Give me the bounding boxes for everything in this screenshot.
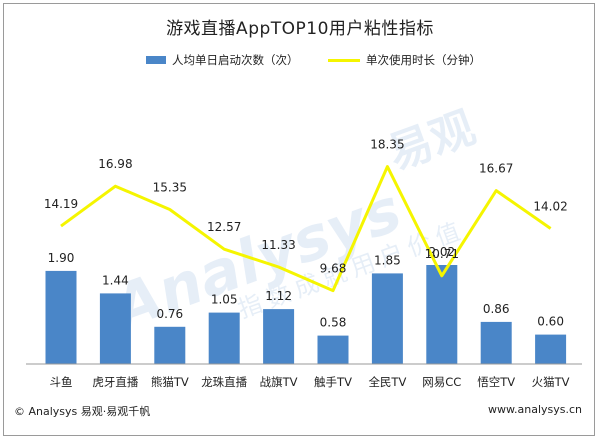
footer-url: www.analysys.cn [488,403,582,416]
line-label-2: 15.35 [153,181,187,195]
line-label-7: 10.71 [425,247,459,261]
line-label-6: 18.35 [370,138,404,152]
bar-7 [426,265,458,364]
bar-label-7: 2.02 [428,245,455,259]
bar-2 [154,326,186,364]
category-label-7: 网易CC [422,375,461,389]
bar-label-0: 1.90 [48,251,75,265]
bar-0 [45,270,77,364]
bar-label-9: 0.60 [537,315,564,329]
chart-legend: 人均单日启动次数（次） 单次使用时长（分钟） [0,52,600,70]
line-label-9: 14.02 [533,200,567,214]
line-label-1: 16.98 [98,157,132,171]
legend-label-line: 单次使用时长（分钟） [366,53,481,67]
line-label-3: 12.57 [207,220,241,234]
legend-swatch-line [328,58,360,62]
line-series [60,165,552,293]
category-label-3: 龙珠直播 [201,375,247,389]
line-label-4: 11.33 [261,238,295,252]
line-label-8: 16.67 [479,162,513,176]
bar-1 [99,293,131,364]
category-label-5: 触手TV [314,375,352,389]
bar-6 [371,273,403,365]
bar-label-2: 0.76 [156,307,183,321]
category-label-1: 虎牙直播 [92,375,138,389]
category-label-0: 斗鱼 [50,375,73,389]
bar-label-8: 0.86 [483,302,510,316]
footer-copyright: © Analysys 易观·易观千帆 [14,405,151,418]
bar-5 [317,335,349,364]
legend-swatch-bar [146,56,166,64]
bar-label-5: 0.58 [320,316,347,330]
legend-item-line: 单次使用时长（分钟） [328,52,481,68]
bar-9 [535,334,567,364]
legend-label-bar: 人均单日启动次数（次） [172,53,299,67]
bar-3 [208,312,240,365]
bar-label-3: 1.05 [211,293,238,307]
category-label-6: 全民TV [368,375,406,389]
bar-label-6: 1.85 [374,253,401,267]
bar-4 [263,309,295,364]
category-label-9: 火猫TV [532,375,570,389]
line-label-0: 14.19 [44,197,78,211]
category-label-4: 战旗TV [260,375,298,389]
line-label-5: 9.68 [320,262,347,276]
chart-title: 游戏直播AppTOP10用户粘性指标 [166,19,434,39]
bar-label-4: 1.12 [265,289,292,303]
legend-item-bar: 人均单日启动次数（次） [146,52,299,68]
bar-label-1: 1.44 [102,273,129,287]
category-label-8: 悟空TV [477,375,515,389]
category-label-2: 熊猫TV [151,375,189,389]
bar-8 [480,321,512,364]
